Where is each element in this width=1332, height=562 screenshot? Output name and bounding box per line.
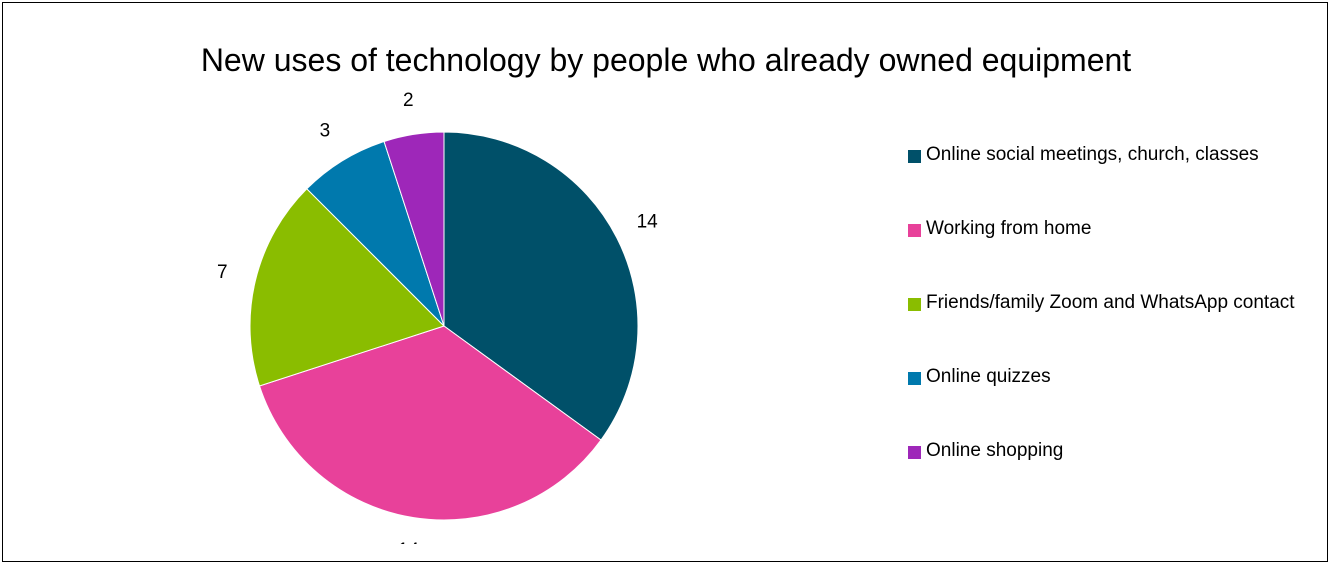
chart-title: New uses of technology by people who alr… (200, 42, 1132, 78)
legend-swatch-online-shopping (908, 446, 921, 459)
legend-item-online-social: Online social meetings, church, classes (908, 140, 1318, 170)
data-label-friends-family: 7 (217, 262, 228, 283)
data-label-online-shopping: 2 (403, 90, 414, 111)
legend-label-friends-family: Friends/family Zoom and WhatsApp contact (926, 292, 1295, 313)
legend-label-online-social: Online social meetings, church, classes (926, 144, 1259, 165)
pie-data-labels: 14 14 7 3 2 (217, 90, 658, 544)
legend-swatch-online-quizzes (908, 372, 921, 385)
pie-slice-online-social (443, 131, 639, 441)
legend-item-friends-family: Friends/family Zoom and WhatsApp contact (908, 288, 1318, 318)
data-label-working-from-home: 14 (398, 540, 420, 544)
data-label-online-quizzes: 3 (320, 121, 331, 142)
legend-label-online-quizzes: Online quizzes (926, 366, 1051, 387)
legend-swatch-friends-family (908, 298, 921, 311)
legend-item-working-from-home: Working from home (908, 214, 1318, 244)
legend-swatch-working-from-home (908, 224, 921, 237)
legend-item-online-quizzes: Online quizzes (908, 362, 1318, 392)
legend-label-online-shopping: Online shopping (926, 440, 1064, 461)
pie-slice-working-from-home (258, 325, 602, 521)
legend-item-online-shopping: Online shopping (908, 436, 1318, 466)
pie-slice-friends-family (249, 188, 445, 387)
legend-label-working-from-home: Working from home (926, 218, 1092, 239)
pie-chart: 14 14 7 3 2 (217, 90, 658, 544)
legend-swatch-online-social (908, 150, 921, 163)
pie-slice-online-shopping (383, 131, 445, 327)
pie-slices (249, 131, 639, 521)
data-label-online-social: 14 (637, 212, 659, 233)
